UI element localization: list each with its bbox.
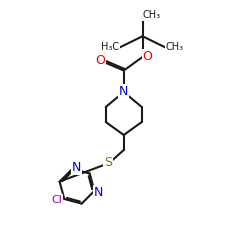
Text: O: O [142, 50, 152, 63]
Text: O: O [95, 54, 105, 67]
Text: Cl: Cl [52, 195, 63, 205]
Text: N: N [94, 186, 104, 199]
Text: N: N [72, 161, 82, 174]
Text: S: S [104, 156, 112, 169]
Text: CH₃: CH₃ [166, 42, 184, 52]
Text: CH₃: CH₃ [142, 10, 160, 20]
Text: N: N [119, 85, 128, 98]
Text: H₃C: H₃C [101, 42, 119, 52]
